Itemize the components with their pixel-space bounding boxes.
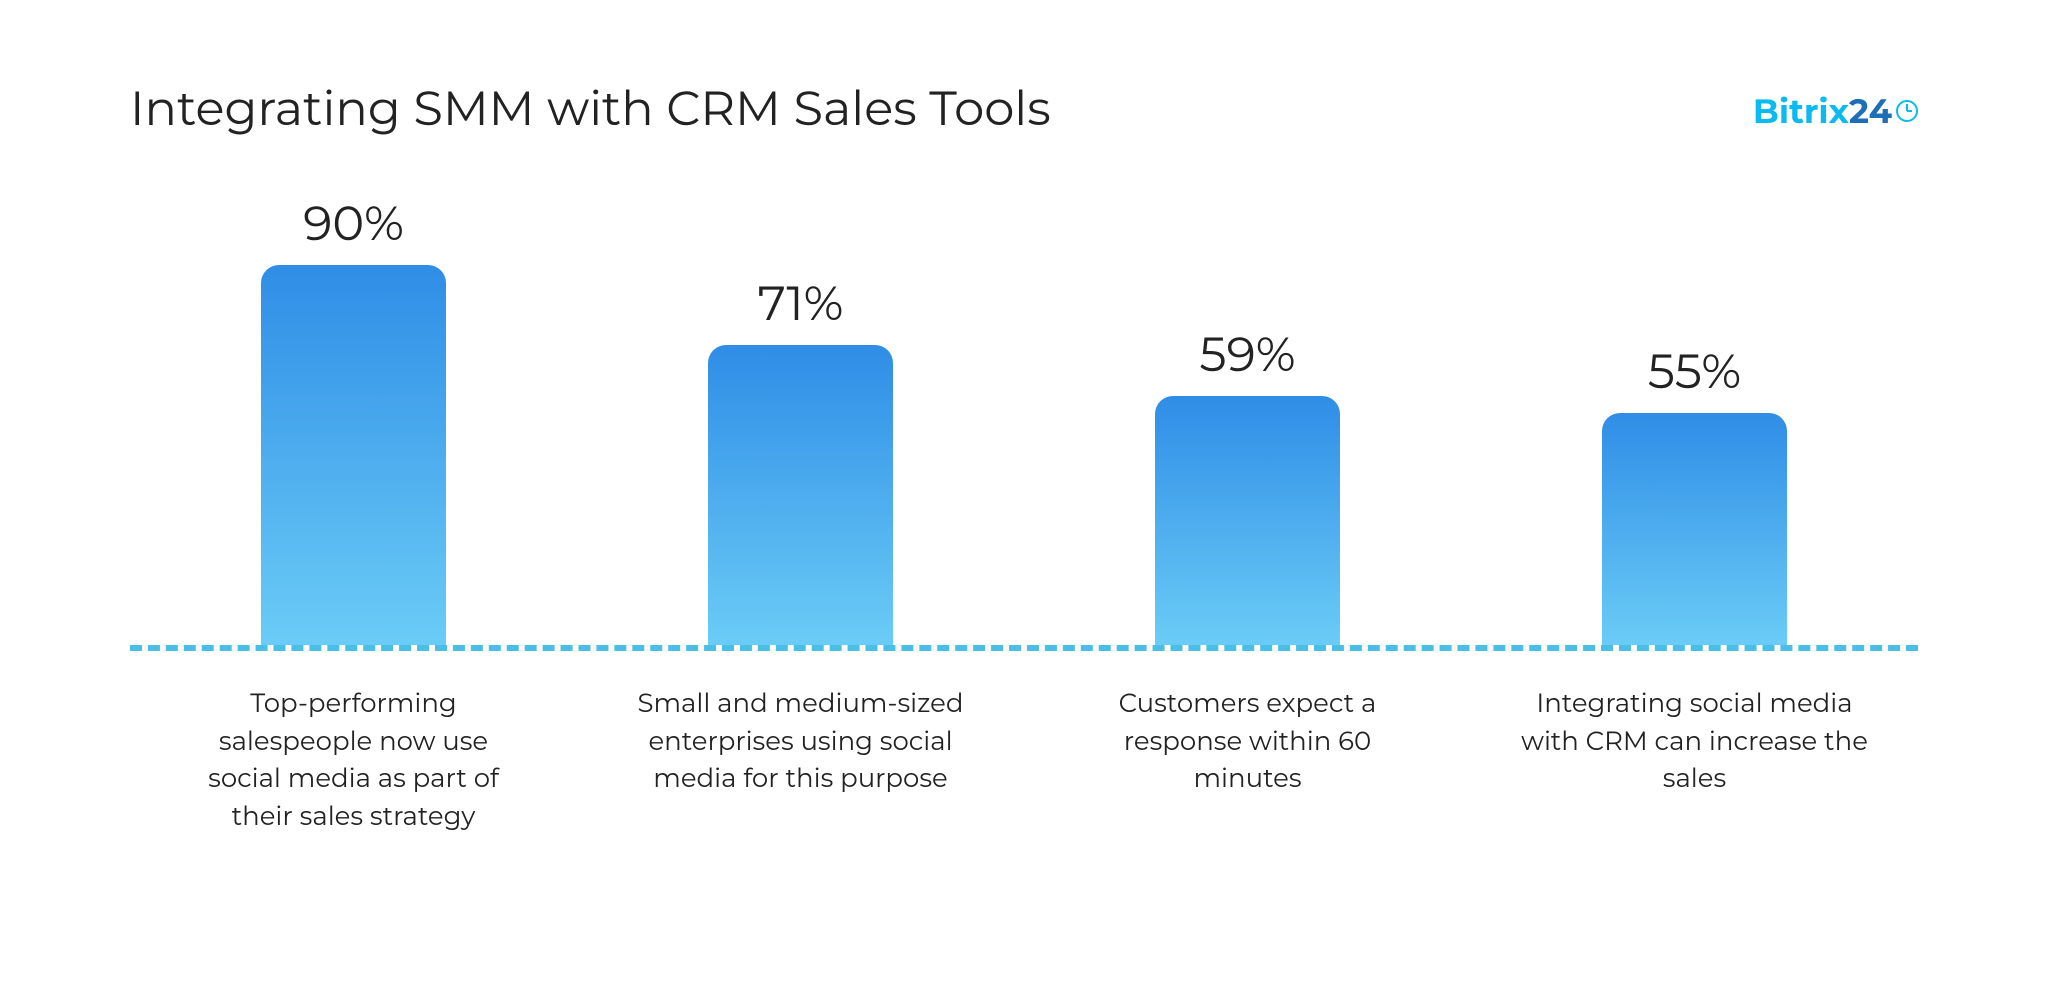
bar-column: 55% Integrating social media with CRM can… — [1471, 215, 1918, 900]
bar-column: 71% Small and medium-sized enterprises us… — [577, 215, 1024, 900]
bar-column: 90%Top-performing salespeople now use so… — [130, 215, 577, 900]
bar — [261, 265, 446, 645]
bar-caption: Top-performing salespeople now use socia… — [179, 685, 528, 836]
brand-logo-number: 24 — [1849, 90, 1892, 132]
bar-caption: Customers expect a response within 60 mi… — [1073, 685, 1422, 798]
clock-icon — [1896, 100, 1918, 122]
brand-logo-name: Bitrix — [1753, 90, 1849, 132]
bar-caption: Small and medium-sized enterprises using… — [626, 685, 975, 798]
chart-title: Integrating SMM with CRM Sales Tools — [130, 80, 1051, 138]
bar — [1602, 413, 1787, 645]
brand-logo: Bitrix 24 — [1753, 90, 1918, 132]
bar-value-label: 55% — [1471, 343, 1918, 401]
bar-column: 59% Customers expect a response within 60… — [1024, 215, 1471, 900]
bar-caption: Integrating social media with CRM can in… — [1520, 685, 1869, 798]
bar — [1155, 396, 1340, 645]
bar-columns: 90%Top-performing salespeople now use so… — [130, 215, 1918, 900]
bar-value-label: 71% — [577, 275, 1024, 333]
infographic-canvas: Integrating SMM with CRM Sales Tools Bit… — [0, 0, 2048, 1000]
bar — [708, 345, 893, 645]
bar-value-label: 90% — [130, 195, 577, 253]
bar-chart: 90%Top-performing salespeople now use so… — [130, 215, 1918, 900]
bar-value-label: 59% — [1024, 326, 1471, 384]
